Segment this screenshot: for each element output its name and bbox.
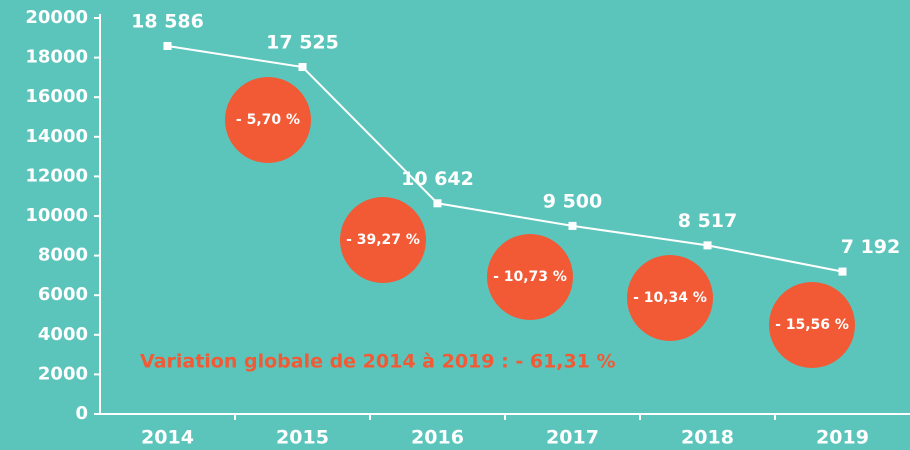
x-tick-label: 2018 — [681, 427, 734, 449]
point — [433, 199, 442, 208]
value-label: 17 525 — [266, 32, 339, 54]
y-tick-label: 20000 — [25, 7, 88, 28]
value-label: 8 517 — [678, 210, 738, 232]
annotation: Variation globale de 2014 à 2019 : - 61,… — [140, 351, 616, 373]
variation-circle — [769, 282, 855, 368]
value-label: 10 642 — [401, 168, 474, 190]
point — [568, 221, 577, 230]
variation-label: - 39,27 % — [346, 232, 420, 248]
x-tick-label: 2019 — [816, 427, 869, 449]
y-tick-label: 12000 — [25, 165, 88, 186]
y-tick-label: 14000 — [25, 126, 88, 147]
variation-circle — [340, 197, 426, 283]
y-tick-label: 2000 — [38, 363, 88, 384]
y-tick-label: 6000 — [38, 284, 88, 305]
value-label: 7 192 — [841, 236, 901, 258]
variation-label: - 10,73 % — [493, 269, 567, 285]
variation-circle — [627, 255, 713, 341]
y-tick-label: 4000 — [38, 324, 88, 345]
point — [703, 241, 712, 250]
y-tick-label: 16000 — [25, 86, 88, 107]
variation-circle — [225, 77, 311, 163]
point — [163, 41, 172, 50]
line — [167, 45, 843, 273]
y-tick-label: 8000 — [38, 245, 88, 266]
x-tick-label: 2017 — [546, 427, 599, 449]
point — [838, 267, 847, 276]
x-tick-label: 2014 — [141, 427, 194, 449]
y-tick-label: 18000 — [25, 47, 88, 68]
variation-label: - 5,70 % — [236, 112, 300, 128]
x-tick-label: 2016 — [411, 427, 464, 449]
variation-label: - 15,56 % — [775, 317, 849, 333]
value-label: 18 586 — [131, 10, 204, 32]
variation-circle — [487, 234, 573, 320]
point — [298, 63, 307, 72]
value-label: 9 500 — [543, 190, 603, 212]
variation-label: - 10,34 % — [633, 290, 707, 306]
x-tick-label: 2015 — [276, 427, 329, 449]
y-tick-label: 10000 — [25, 205, 88, 226]
y-tick-label: 0 — [75, 403, 88, 424]
